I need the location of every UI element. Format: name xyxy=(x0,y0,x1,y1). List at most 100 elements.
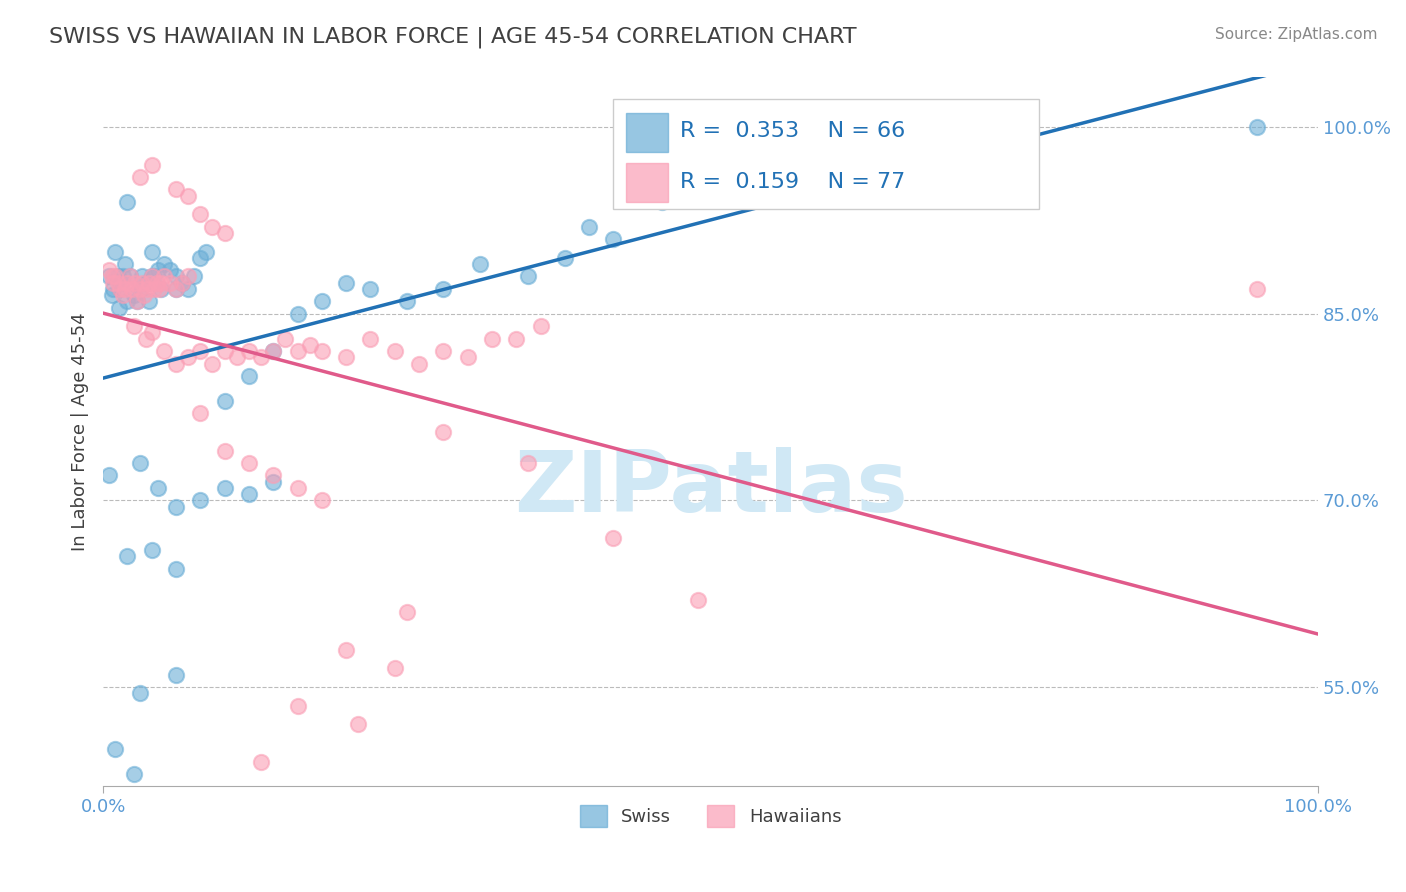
Point xyxy=(250,351,273,365)
Text: SWISS VS HAWAIIAN IN LABOR FORCE | AGE 45-54 CORRELATION CHART: SWISS VS HAWAIIAN IN LABOR FORCE | AGE 4… xyxy=(49,27,856,48)
Point xyxy=(287,307,309,321)
Text: R =  0.159    N = 77: R = 0.159 N = 77 xyxy=(681,172,905,193)
Point xyxy=(177,351,200,365)
Point xyxy=(107,276,129,290)
Point xyxy=(188,344,211,359)
Point xyxy=(128,169,150,184)
Point xyxy=(335,642,357,657)
Point xyxy=(159,263,181,277)
Point xyxy=(177,188,200,202)
Point xyxy=(214,344,236,359)
Point xyxy=(148,282,170,296)
Point xyxy=(287,698,309,713)
Point xyxy=(98,263,121,277)
Point xyxy=(117,294,139,309)
Point xyxy=(141,543,163,558)
Point xyxy=(165,182,187,196)
Point xyxy=(262,344,284,359)
Point xyxy=(117,276,139,290)
Point xyxy=(335,351,357,365)
Point xyxy=(104,269,127,284)
Point xyxy=(195,244,218,259)
Point xyxy=(101,282,124,296)
Text: ZIPatlas: ZIPatlas xyxy=(513,447,907,530)
Point xyxy=(118,269,141,284)
Point xyxy=(384,344,406,359)
Point xyxy=(165,500,187,514)
Point xyxy=(153,344,176,359)
Point xyxy=(111,288,134,302)
Point xyxy=(165,282,187,296)
Point xyxy=(101,276,124,290)
Point xyxy=(131,269,153,284)
Point xyxy=(153,257,176,271)
Point xyxy=(238,487,260,501)
Point xyxy=(141,269,163,284)
Point xyxy=(298,338,321,352)
Point xyxy=(141,157,163,171)
Point xyxy=(124,276,146,290)
Point xyxy=(311,294,333,309)
FancyBboxPatch shape xyxy=(626,162,668,202)
Point xyxy=(432,282,454,296)
Point xyxy=(188,406,211,420)
Point xyxy=(274,332,297,346)
Point xyxy=(108,282,131,296)
Point xyxy=(131,276,153,290)
Point xyxy=(201,219,224,234)
Point xyxy=(517,456,540,470)
Point xyxy=(335,276,357,290)
Point xyxy=(505,332,527,346)
Point xyxy=(432,425,454,439)
Point xyxy=(250,755,273,769)
Point xyxy=(146,263,169,277)
Point xyxy=(311,344,333,359)
Point xyxy=(699,176,721,190)
Point xyxy=(287,344,309,359)
Point xyxy=(602,232,624,246)
Point xyxy=(135,332,157,346)
Point xyxy=(238,344,260,359)
Point xyxy=(468,257,491,271)
Point xyxy=(214,481,236,495)
Point xyxy=(262,475,284,489)
Point xyxy=(554,251,576,265)
Point xyxy=(188,207,211,221)
Point xyxy=(214,226,236,240)
Point xyxy=(108,301,131,315)
Point xyxy=(517,269,540,284)
Point xyxy=(165,357,187,371)
Point xyxy=(214,443,236,458)
Point xyxy=(159,276,181,290)
Point xyxy=(408,357,430,371)
Point xyxy=(177,282,200,296)
Point xyxy=(1246,282,1268,296)
Text: R =  0.353    N = 66: R = 0.353 N = 66 xyxy=(681,120,905,141)
Point xyxy=(172,276,194,290)
Point xyxy=(107,269,129,284)
Point xyxy=(134,288,156,302)
Point xyxy=(238,456,260,470)
Point xyxy=(359,282,381,296)
Point xyxy=(108,282,131,296)
Point xyxy=(457,351,479,365)
Point xyxy=(111,269,134,284)
Point xyxy=(225,351,247,365)
Point xyxy=(384,661,406,675)
Point xyxy=(117,194,139,209)
Point xyxy=(177,269,200,284)
Point xyxy=(135,276,157,290)
Point xyxy=(141,326,163,340)
Point xyxy=(150,282,173,296)
Point xyxy=(214,393,236,408)
Point xyxy=(122,767,145,781)
Point xyxy=(578,219,600,234)
Point xyxy=(122,288,145,302)
Point xyxy=(432,344,454,359)
Point xyxy=(114,282,136,296)
Point xyxy=(98,269,121,284)
Point xyxy=(165,667,187,681)
Point xyxy=(122,319,145,334)
Point xyxy=(201,357,224,371)
Point xyxy=(104,742,127,756)
